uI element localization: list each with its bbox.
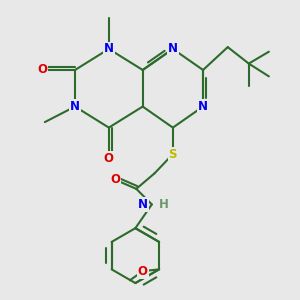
Text: N: N [70,100,80,113]
Text: H: H [159,198,169,211]
Text: N: N [104,42,114,56]
Text: N: N [138,198,148,211]
Text: N: N [168,42,178,56]
Text: S: S [169,148,177,160]
Text: O: O [37,64,47,76]
Text: N: N [198,100,208,113]
Text: O: O [110,173,120,186]
Text: O: O [138,265,148,278]
Text: O: O [104,152,114,165]
